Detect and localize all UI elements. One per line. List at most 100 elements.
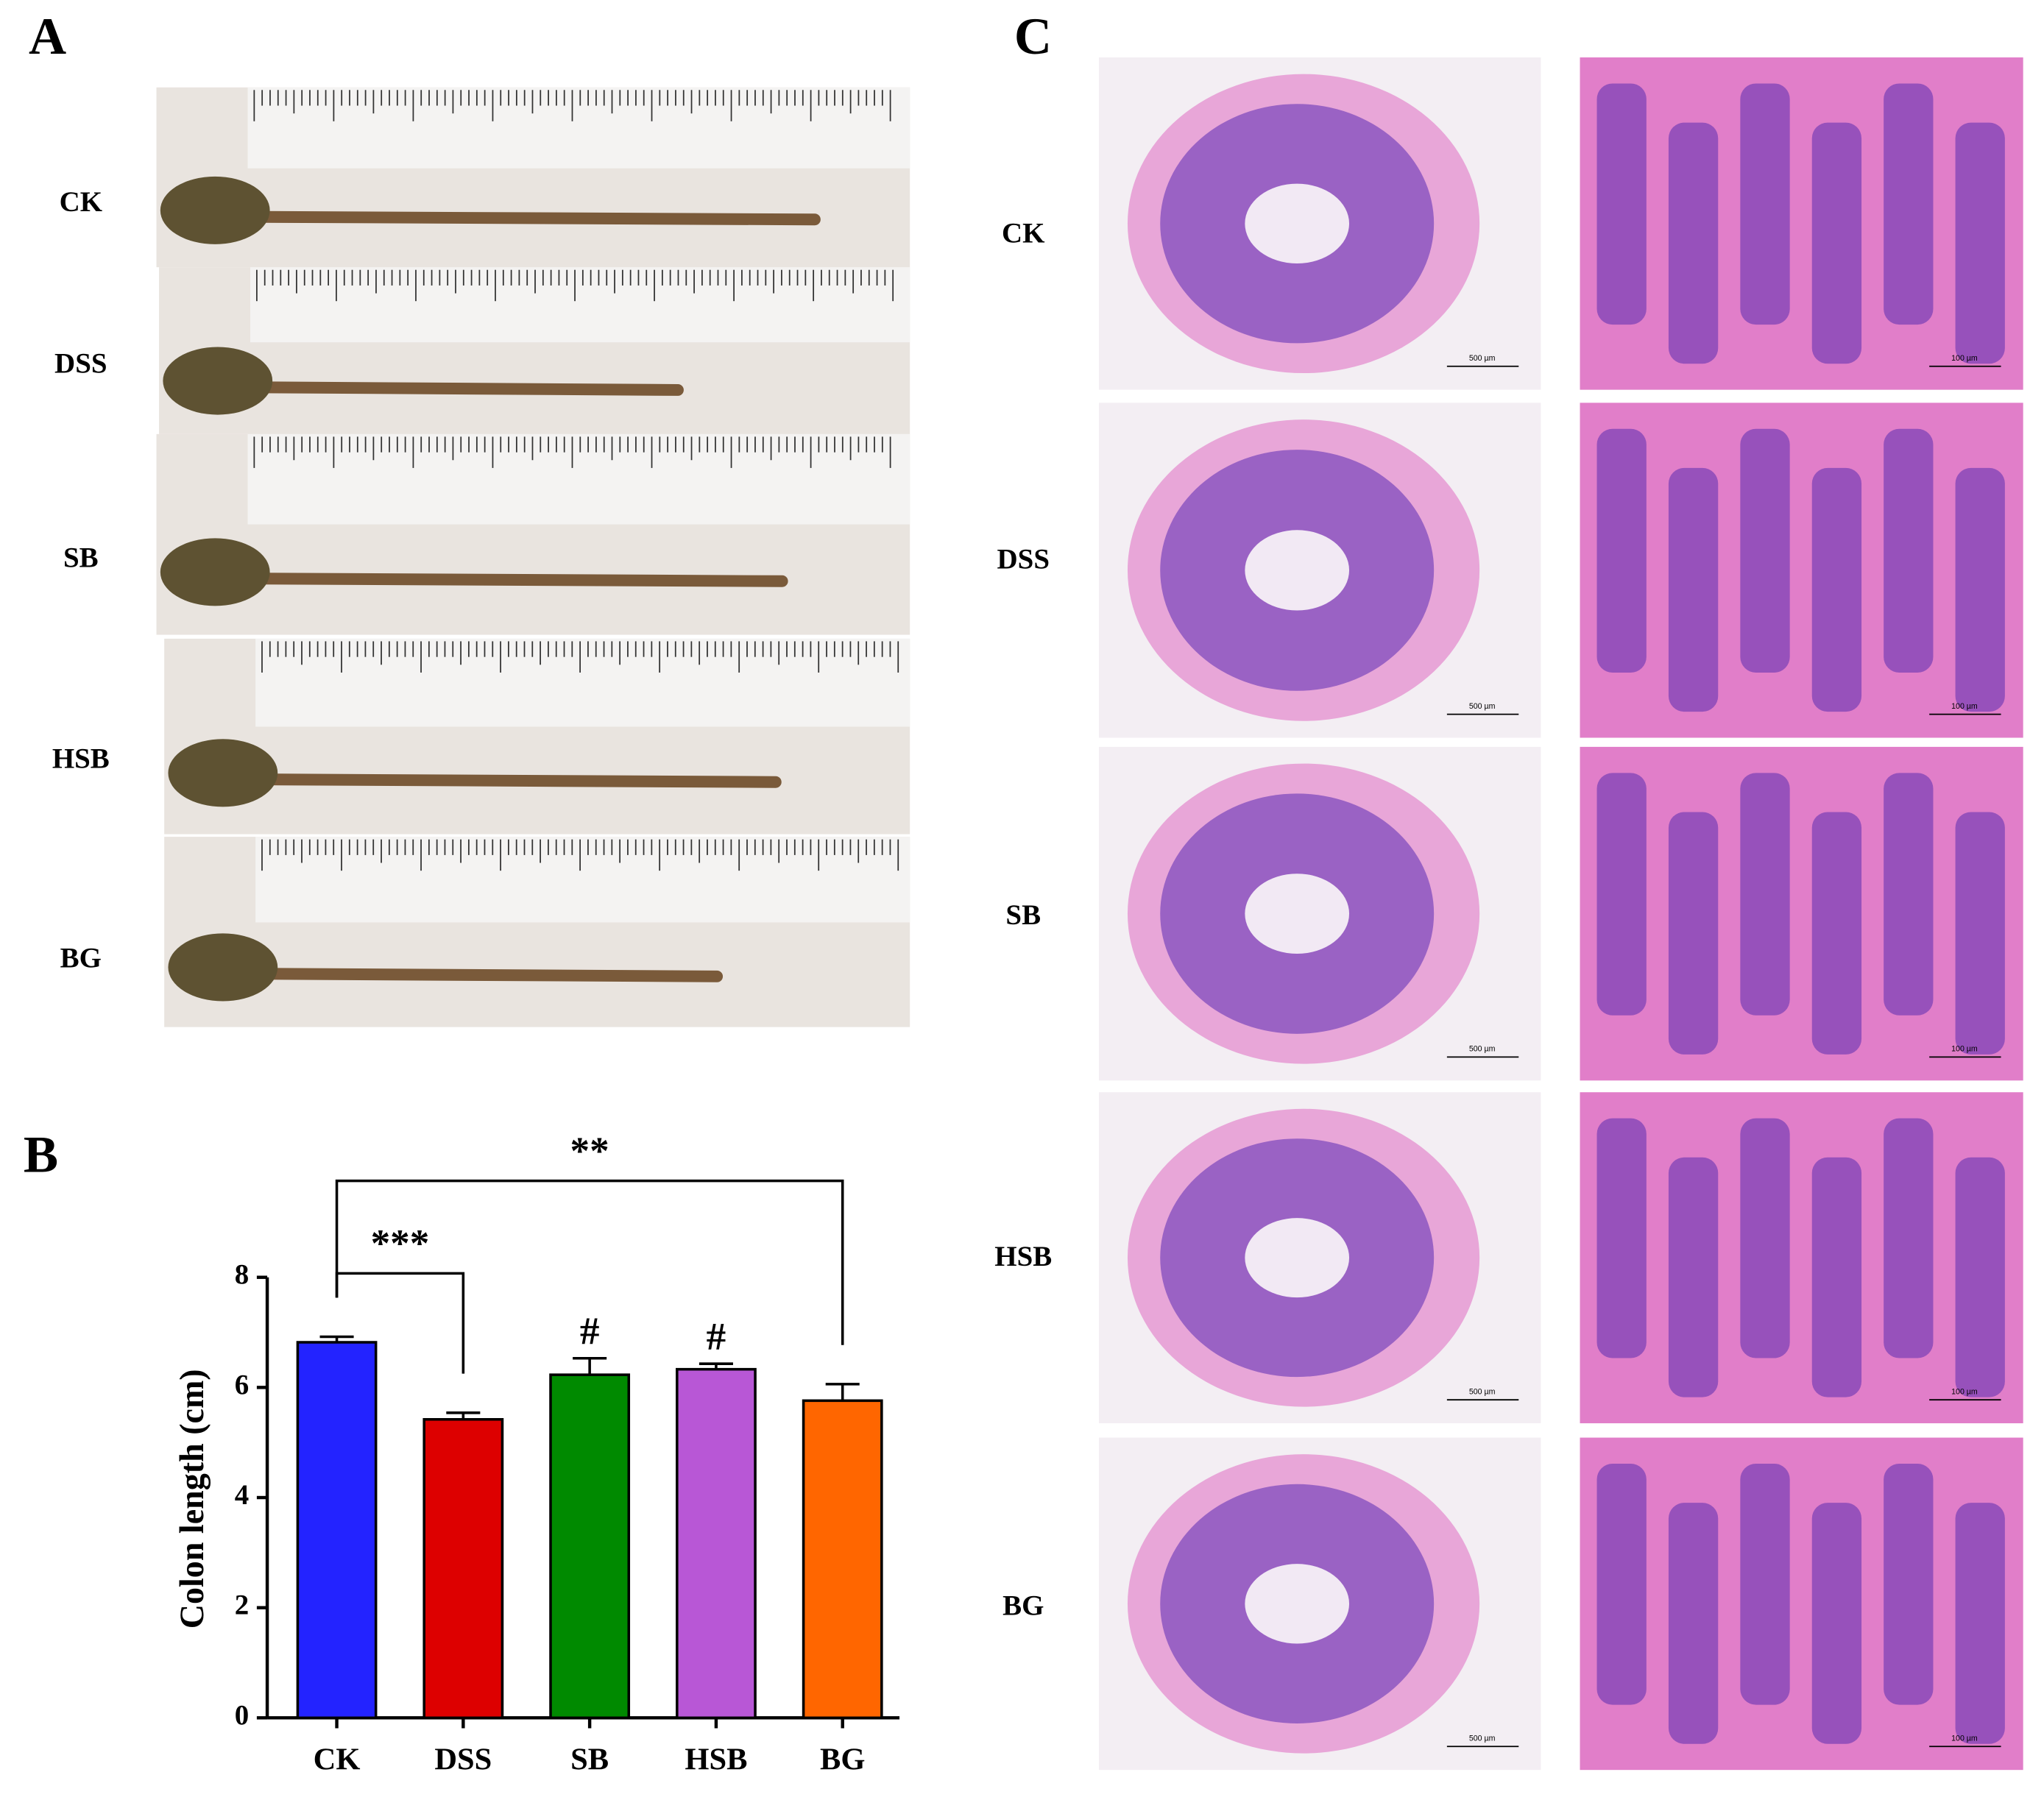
crypt: [1811, 467, 1862, 712]
scale-bar-label: 500 µm: [1469, 1387, 1496, 1396]
row-label: DSS: [54, 348, 107, 380]
ruler: [255, 837, 910, 923]
bar: [422, 1417, 504, 1720]
error-bar: [446, 1411, 481, 1420]
row-label: BG: [1002, 1590, 1044, 1622]
bar-annotation: #: [580, 1310, 600, 1353]
colon: [257, 381, 684, 396]
cecum: [160, 176, 270, 244]
y-axis-label: Colon length (cm): [173, 1369, 211, 1629]
scale-bar-label: 500 µm: [1469, 1734, 1496, 1743]
x-tick-label: SB: [570, 1742, 609, 1776]
crypt: [1884, 1463, 1934, 1705]
error-bar: [825, 1383, 860, 1401]
crypt: [1740, 773, 1790, 1016]
y-tick-label: 2: [235, 1590, 249, 1621]
crypt: [1884, 428, 1934, 673]
crypt: [1596, 1463, 1647, 1705]
row-label: CK: [1002, 218, 1044, 249]
crypt: [1596, 428, 1647, 673]
row-label: SB: [63, 542, 99, 574]
histology-detail: [1580, 57, 2023, 390]
bar: [296, 1341, 378, 1720]
scale-bar-label: 100 µm: [1951, 1045, 1978, 1054]
crypt: [1884, 773, 1934, 1016]
scale-bar-label: 100 µm: [1951, 1387, 1978, 1396]
crypt: [1955, 812, 2005, 1055]
crypt: [1811, 122, 1862, 364]
crypt: [1668, 1503, 1719, 1744]
scale-bar-label: 100 µm: [1951, 354, 1978, 363]
cecum: [160, 538, 270, 606]
lumen: [1245, 1564, 1350, 1644]
crypt: [1955, 1157, 2005, 1397]
lumen: [1245, 530, 1350, 611]
crypt: [1596, 83, 1647, 325]
y-tick-label: 8: [235, 1259, 249, 1291]
error-bar: [573, 1356, 607, 1375]
y-tick-label: 0: [235, 1699, 249, 1731]
crypt: [1668, 467, 1719, 712]
crypt: [1955, 1503, 2005, 1744]
x-tick-label: HSB: [685, 1742, 747, 1776]
lumen: [1245, 874, 1350, 954]
ruler: [255, 638, 910, 727]
crypt: [1955, 122, 2005, 364]
y-tick-label: 4: [235, 1479, 249, 1511]
scale-bar-label: 500 µm: [1469, 354, 1496, 363]
crypt: [1740, 1118, 1790, 1358]
crypt: [1668, 122, 1719, 364]
error-bar: [319, 1335, 354, 1343]
row-label: HSB: [994, 1241, 1052, 1272]
histology-detail: [1580, 1437, 2023, 1771]
scale-bar-label: 500 µm: [1469, 702, 1496, 711]
histology-detail: [1580, 403, 2023, 738]
y-tick-label: 6: [235, 1369, 249, 1400]
lumen: [1245, 183, 1350, 264]
bar-annotation: #: [707, 1316, 726, 1358]
crypt: [1884, 83, 1934, 325]
histology-detail: [1580, 746, 2023, 1081]
scale-bar-label: 100 µm: [1951, 702, 1978, 711]
comparison-bracket: [335, 1179, 844, 1345]
colon: [262, 773, 782, 788]
x-tick-label: BG: [820, 1742, 865, 1776]
scale-bar-label: 100 µm: [1951, 1734, 1978, 1743]
colon: [255, 210, 821, 226]
histology-images: 500 µm 100 µm CK 500 µm 100 µm DSS 500 µm 100 µ…: [994, 57, 2023, 1771]
bar: [802, 1399, 883, 1720]
panel-label: A: [29, 8, 66, 65]
row-label: CK: [60, 186, 102, 218]
cecum: [168, 933, 278, 1002]
scale-bar-label: 500 µm: [1469, 1045, 1496, 1054]
crypt: [1884, 1118, 1934, 1358]
row-label: BG: [60, 942, 102, 974]
row-label: DSS: [997, 543, 1050, 575]
crypt: [1811, 812, 1862, 1055]
x-tick-label: CK: [314, 1742, 361, 1776]
bar: [549, 1373, 631, 1720]
histology-detail: [1580, 1092, 2023, 1424]
crypt: [1596, 1118, 1647, 1358]
x-tick-label: DSS: [434, 1742, 492, 1776]
bar: [676, 1367, 757, 1720]
panel-label: B: [24, 1127, 58, 1184]
row-label: SB: [1005, 899, 1041, 931]
crypt: [1955, 467, 2005, 712]
crypt: [1740, 83, 1790, 325]
cecum: [168, 739, 278, 807]
cecum: [163, 347, 273, 415]
error-bar: [699, 1362, 733, 1370]
colon: [255, 573, 788, 587]
colon: [262, 968, 724, 982]
lumen: [1245, 1218, 1350, 1298]
ruler: [250, 267, 910, 343]
crypt: [1668, 812, 1719, 1055]
row-label: HSB: [52, 743, 110, 774]
panel-label: C: [1014, 8, 1052, 65]
crypt: [1811, 1503, 1862, 1744]
crypt: [1740, 1463, 1790, 1705]
